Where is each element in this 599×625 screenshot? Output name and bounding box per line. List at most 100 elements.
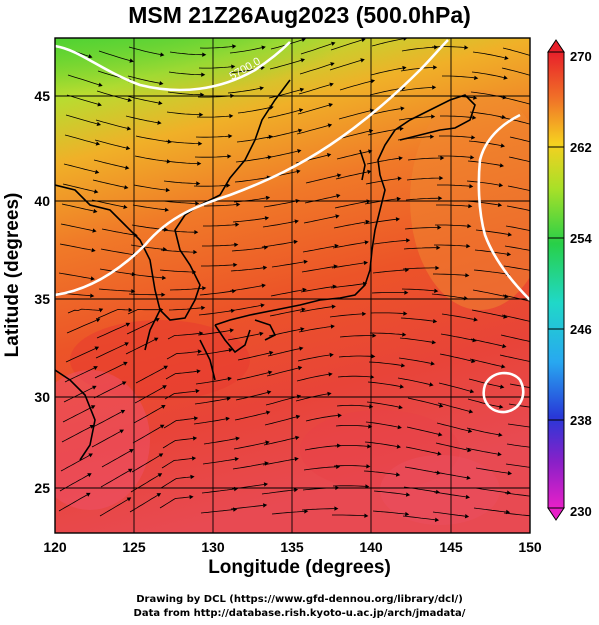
streamline [296,125,329,135]
streamline-arrowhead [533,74,537,78]
streamline [234,177,268,183]
streamline [199,46,233,49]
streamline-arrowhead [190,474,195,480]
streamline-arrowhead [298,128,303,133]
streamline [339,335,373,338]
streamline-arrowhead [336,193,341,199]
streamline-arrowhead [541,143,545,147]
streamline-arrowhead [90,276,95,281]
streamline-arrowhead [366,464,371,469]
y-tick-label: 25 [34,480,50,496]
streamline [402,515,436,521]
streamline [330,39,362,51]
streamline-arrowhead [396,196,401,202]
streamline [202,458,236,465]
streamline [227,333,260,341]
colorbar-ticks: 270 262 254 246 238 230 [570,49,592,519]
streamline [194,156,228,158]
streamline-arrowhead [293,487,299,493]
streamline-arrowhead [534,55,539,59]
streamline [160,476,191,489]
streamline [466,180,500,186]
streamline-arrowhead [537,250,541,254]
streamline [64,367,95,383]
streamline [407,157,441,161]
streamline [506,205,530,211]
streamline-arrowhead [129,58,134,63]
streamline [329,60,362,71]
streamline [162,438,194,449]
streamline-arrowhead [534,300,538,304]
streamline-arrowhead [260,303,265,308]
streamline-arrowhead [131,289,136,294]
streamline [470,91,504,98]
streamline [62,183,95,192]
streamline-arrowhead [400,106,405,111]
streamline [504,492,530,497]
streamline-arrowhead [164,207,169,212]
streamline [501,67,530,76]
streamline [297,104,330,115]
streamline [332,514,365,517]
streamline [230,267,264,272]
streamline-arrowhead [123,204,128,209]
streamline-arrowhead [234,457,239,462]
streamline-arrowhead [235,222,240,227]
streamline [237,107,270,114]
streamline-arrowhead [503,75,508,80]
streamline [127,309,160,315]
streamline [304,195,337,204]
streamline [231,484,265,490]
streamline-arrowhead [304,509,309,514]
streamline [235,156,269,163]
streamline [265,396,298,406]
streamline [403,486,437,493]
streamline [467,398,500,408]
streamline [367,381,401,387]
streamline-arrowhead [368,129,374,134]
streamline [373,490,407,495]
streamline [236,372,269,381]
streamline [91,431,121,448]
streamline-arrowhead [328,372,333,377]
streamline-arrowhead [192,269,197,275]
streamline-arrowhead [295,414,301,420]
streamline-arrowhead [299,346,304,351]
streamline-arrowhead [294,456,299,462]
x-tick-label: 150 [518,539,542,555]
y-tick-label: 45 [34,88,50,104]
streamline [197,95,231,98]
streamline [475,467,509,474]
streamline-arrowhead [405,511,410,517]
streamline [438,155,471,158]
streamline [96,324,127,339]
streamline [265,150,298,159]
colorbar [547,39,565,521]
streamline-arrowhead [269,350,274,356]
streamline-arrowhead [198,141,203,146]
streamline [167,333,200,340]
streamline-arrowhead [500,143,505,148]
x-axis-label: Longitude (degrees) [208,557,391,578]
streamline [193,418,227,425]
streamline-arrowhead [300,327,305,332]
streamline-arrowhead [497,202,503,207]
streamline [99,499,129,517]
streamline-arrowhead [439,175,444,181]
streamline [471,71,504,78]
streamline [130,474,160,493]
streamline-arrowhead [331,41,336,46]
streamline-arrowhead [158,100,163,106]
colorbar-tick-label: 262 [570,140,592,155]
streamline [467,160,501,166]
grid-lines [55,38,530,533]
streamline-arrowhead [269,105,274,110]
streamline [434,244,467,247]
streamline [365,421,399,428]
streamline [398,116,432,121]
streamline-arrowhead [465,494,470,500]
streamline-arrowhead [429,382,434,387]
streamline [203,224,236,227]
streamline-arrowhead [367,444,372,449]
streamline-arrowhead [540,162,544,166]
